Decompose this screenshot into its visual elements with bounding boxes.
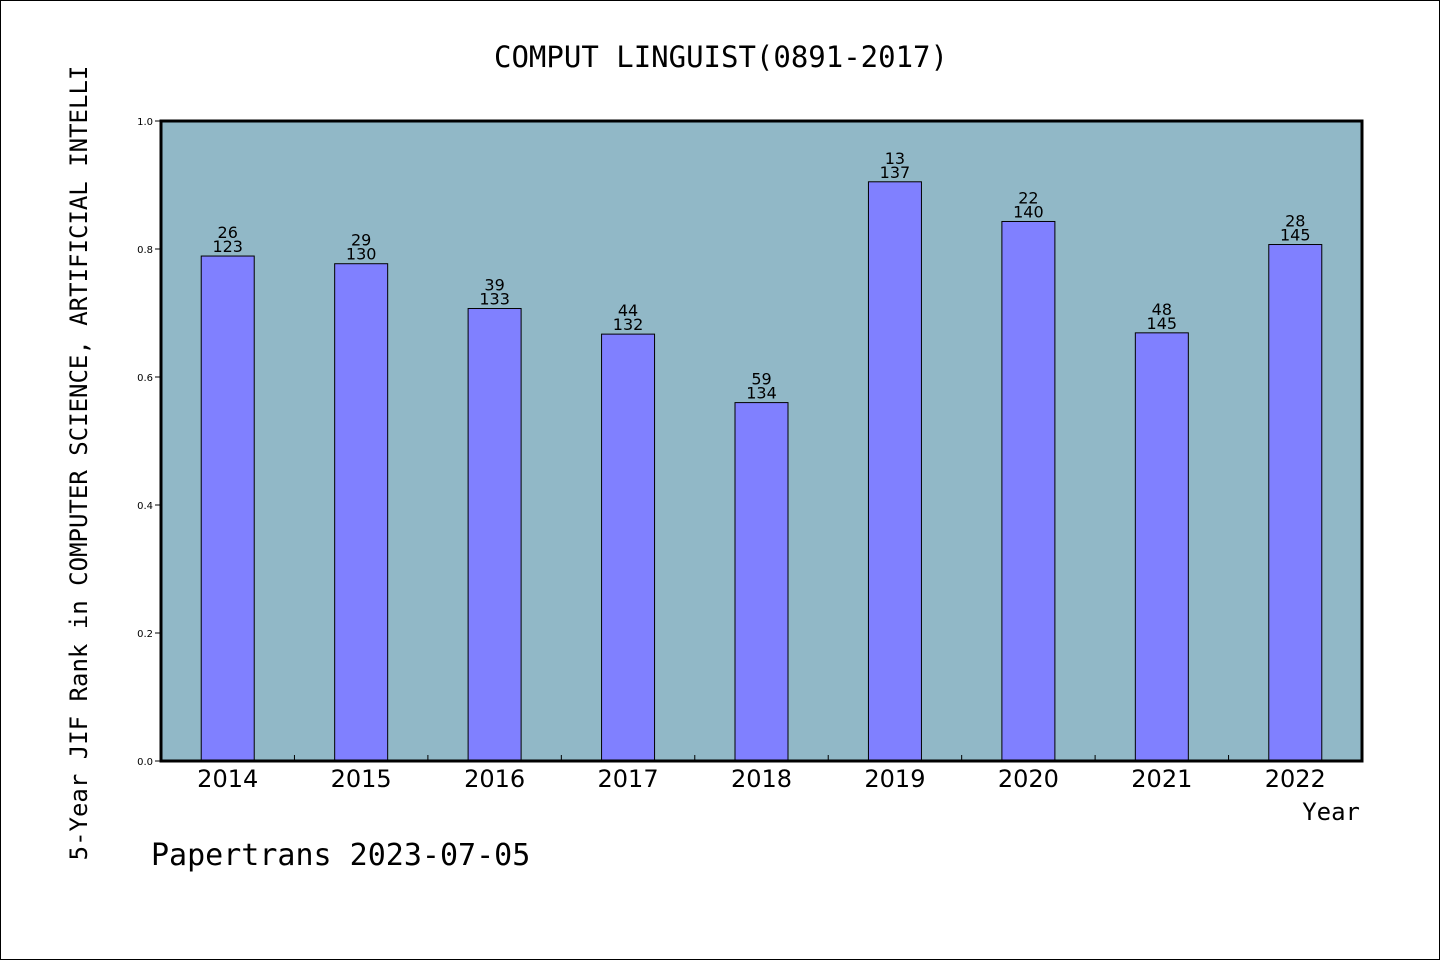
bars-layer xyxy=(200,181,1323,762)
bar-2021 xyxy=(1134,332,1189,762)
x-tick-label-2017: 2017 xyxy=(598,765,659,793)
bar-2020 xyxy=(1001,220,1056,762)
rank-label-2021: 48 xyxy=(1152,300,1172,319)
total-label-2016: 133 xyxy=(479,290,510,309)
rank-label-2022: 28 xyxy=(1285,212,1305,231)
x-tick-label-2018: 2018 xyxy=(731,765,792,793)
y-axis-label: 5-Year JIF Rank in COMPUTER SCIENCE, ART… xyxy=(65,66,93,861)
y-tick-label: 0.8 xyxy=(137,245,153,256)
y-tick-label: 0.4 xyxy=(137,501,153,512)
bar-2019 xyxy=(867,181,922,762)
x-tick-label-2016: 2016 xyxy=(464,765,525,793)
bar-2017 xyxy=(601,333,656,762)
rank-label-2014: 26 xyxy=(218,223,238,242)
bar-2014 xyxy=(200,255,255,762)
bar-2018 xyxy=(734,402,789,762)
y-tick-label: 1.0 xyxy=(137,117,153,128)
bar-2016 xyxy=(467,308,522,762)
rank-label-2015: 29 xyxy=(351,231,371,250)
x-tick-label-2020: 2020 xyxy=(998,765,1059,793)
footer-text: Papertrans 2023-07-05 xyxy=(151,838,530,873)
total-label-2021: 145 xyxy=(1147,314,1178,333)
rank-label-2020: 22 xyxy=(1018,188,1038,207)
rank-label-2016: 39 xyxy=(484,276,504,295)
rank-label-2018: 59 xyxy=(751,370,771,389)
bar-2022 xyxy=(1268,244,1323,762)
x-axis: 2014 2015 2016 2017 2018 2019 2020 2021 2022 xyxy=(197,755,1326,793)
plot-border xyxy=(159,119,1364,763)
total-label-2014: 123 xyxy=(212,237,243,256)
x-tick-label-2021: 2021 xyxy=(1131,765,1192,793)
chart-title: COMPUT LINGUIST(0891-2017) xyxy=(494,40,948,74)
total-label-2019: 137 xyxy=(880,163,911,182)
y-axis: 0.0 0.2 0.4 0.6 0.8 1.0 xyxy=(137,117,161,768)
bar-2015 xyxy=(334,263,389,762)
rank-label-2019: 13 xyxy=(885,149,905,168)
total-label-2022: 145 xyxy=(1280,226,1311,245)
y-tick-label: 0.6 xyxy=(137,373,153,384)
x-tick-label-2022: 2022 xyxy=(1265,765,1326,793)
x-axis-label: Year xyxy=(1302,798,1360,826)
total-label-2015: 130 xyxy=(346,245,377,264)
x-tick-label-2015: 2015 xyxy=(331,765,392,793)
x-tick-label-2014: 2014 xyxy=(197,765,258,793)
y-tick-label: 0.0 xyxy=(137,757,153,768)
rank-label-2017: 44 xyxy=(618,301,638,320)
y-tick-label: 0.2 xyxy=(137,629,153,640)
total-label-2017: 132 xyxy=(613,315,644,334)
total-label-2020: 140 xyxy=(1013,202,1044,221)
total-label-2018: 134 xyxy=(746,384,777,403)
x-tick-label-2019: 2019 xyxy=(864,765,925,793)
